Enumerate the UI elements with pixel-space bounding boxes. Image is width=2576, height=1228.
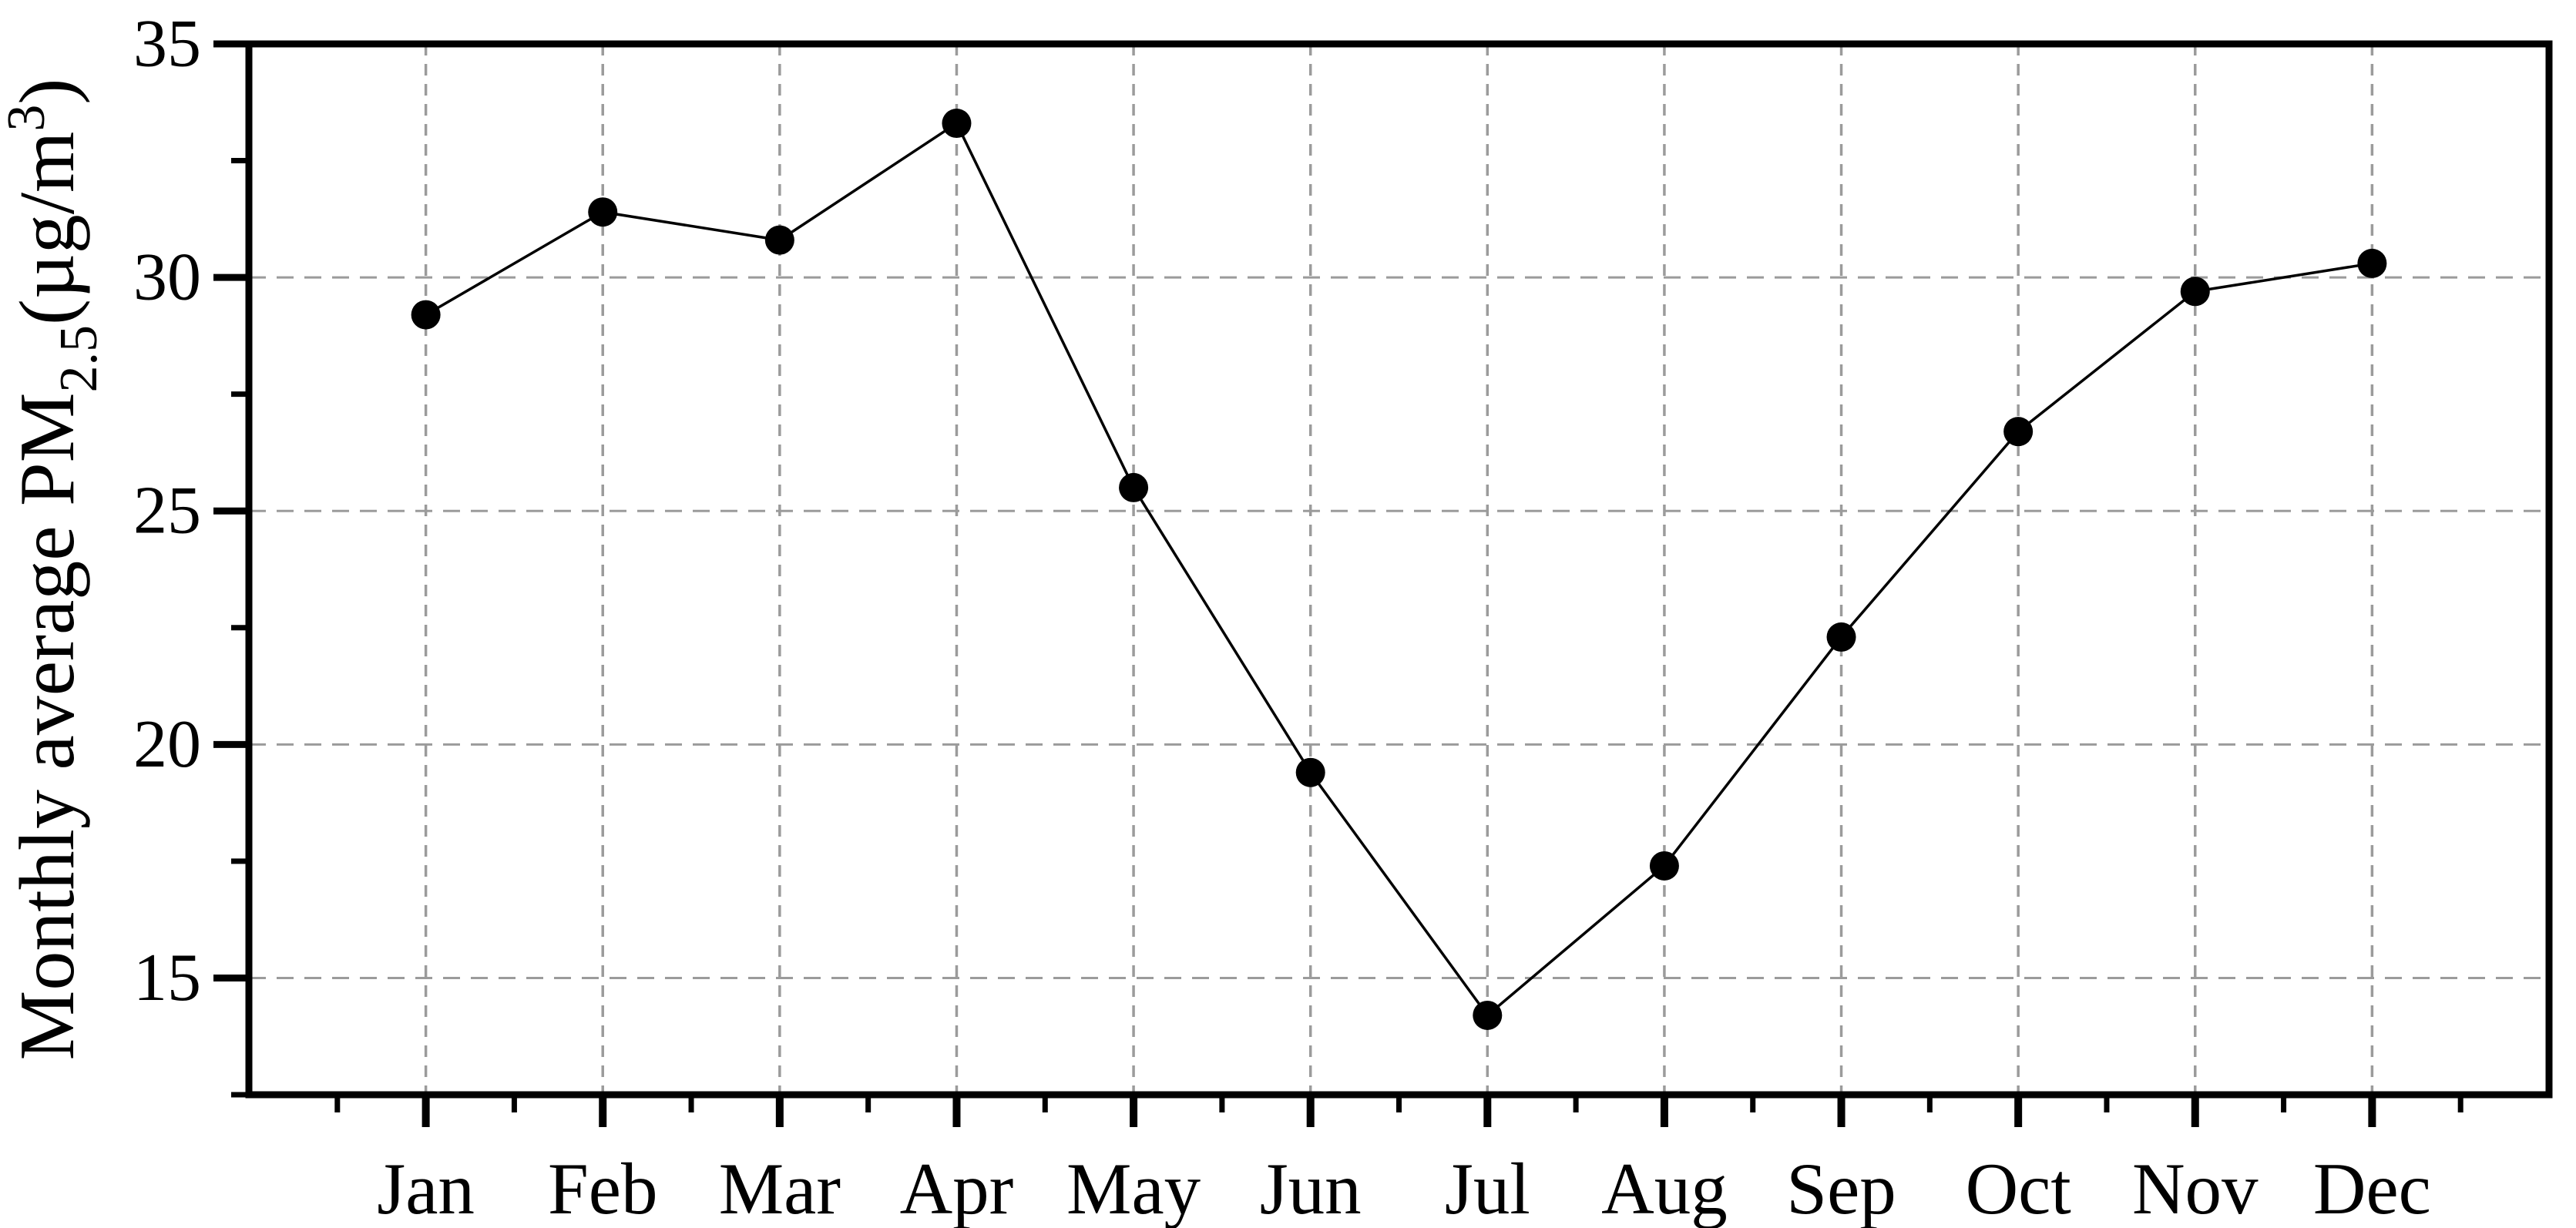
data-point-dec xyxy=(2357,248,2387,278)
x-tick-label-jun: Jun xyxy=(1260,1148,1362,1228)
data-point-feb xyxy=(588,197,618,227)
gridlines-layer xyxy=(249,44,2549,1095)
x-tick-label-nov: Nov xyxy=(2132,1148,2259,1228)
data-point-mar xyxy=(764,225,794,255)
x-tick-label-oct: Oct xyxy=(1966,1148,2071,1228)
x-tick-label-mar: Mar xyxy=(719,1148,841,1228)
x-tick-label-aug: Aug xyxy=(1601,1148,1728,1228)
x-tick-label-apr: Apr xyxy=(900,1148,1014,1228)
y-axis-title-normal-segment: ) xyxy=(4,79,91,105)
data-point-apr xyxy=(942,109,972,139)
y-axis-title-normal-segment: (µg/m xyxy=(4,132,91,325)
y-tick-label: 30 xyxy=(133,240,201,315)
data-point-jan xyxy=(411,300,441,330)
data-point-oct xyxy=(2003,417,2034,447)
y-axis-title-sup-segment: 3 xyxy=(0,105,56,132)
plot-border-layer xyxy=(245,40,2553,1099)
y-axis-title-normal-segment: Monthly average PM xyxy=(4,393,91,1061)
data-point-nov xyxy=(2180,277,2210,307)
y-tick-label: 35 xyxy=(133,7,201,82)
data-point-jun xyxy=(1295,757,1325,787)
y-tick-label: 25 xyxy=(133,474,201,549)
data-point-jul xyxy=(1473,1000,1503,1030)
plot-border xyxy=(245,40,2553,1099)
data-line xyxy=(425,121,2373,1018)
x-tick-label-sep: Sep xyxy=(1786,1148,1896,1228)
data-point-sep xyxy=(1826,622,1856,652)
x-tick-label-jul: Jul xyxy=(1445,1148,1530,1228)
y-axis-title: Monthly average PM2.5(µg/m3) xyxy=(0,79,109,1061)
x-tick-label-may: May xyxy=(1066,1148,1201,1228)
data-series-layer xyxy=(411,109,2387,1030)
y-tick-label: 15 xyxy=(133,941,201,1015)
axis-ticks-layer xyxy=(213,40,2463,1127)
x-tick-label-dec: Dec xyxy=(2313,1148,2431,1228)
x-tick-label-jan: Jan xyxy=(377,1148,475,1228)
data-point-may xyxy=(1119,472,1149,502)
y-tick-label: 20 xyxy=(133,707,201,782)
y-axis-title-sub-segment: 2.5 xyxy=(49,325,109,393)
data-point-aug xyxy=(1649,851,1679,881)
x-tick-label-feb: Feb xyxy=(548,1148,658,1228)
axis-labels-layer: 15 20 25 30 35 Jan Feb Mar Apr May Jun Jul Aug Sep Oct… xyxy=(0,7,2431,1228)
